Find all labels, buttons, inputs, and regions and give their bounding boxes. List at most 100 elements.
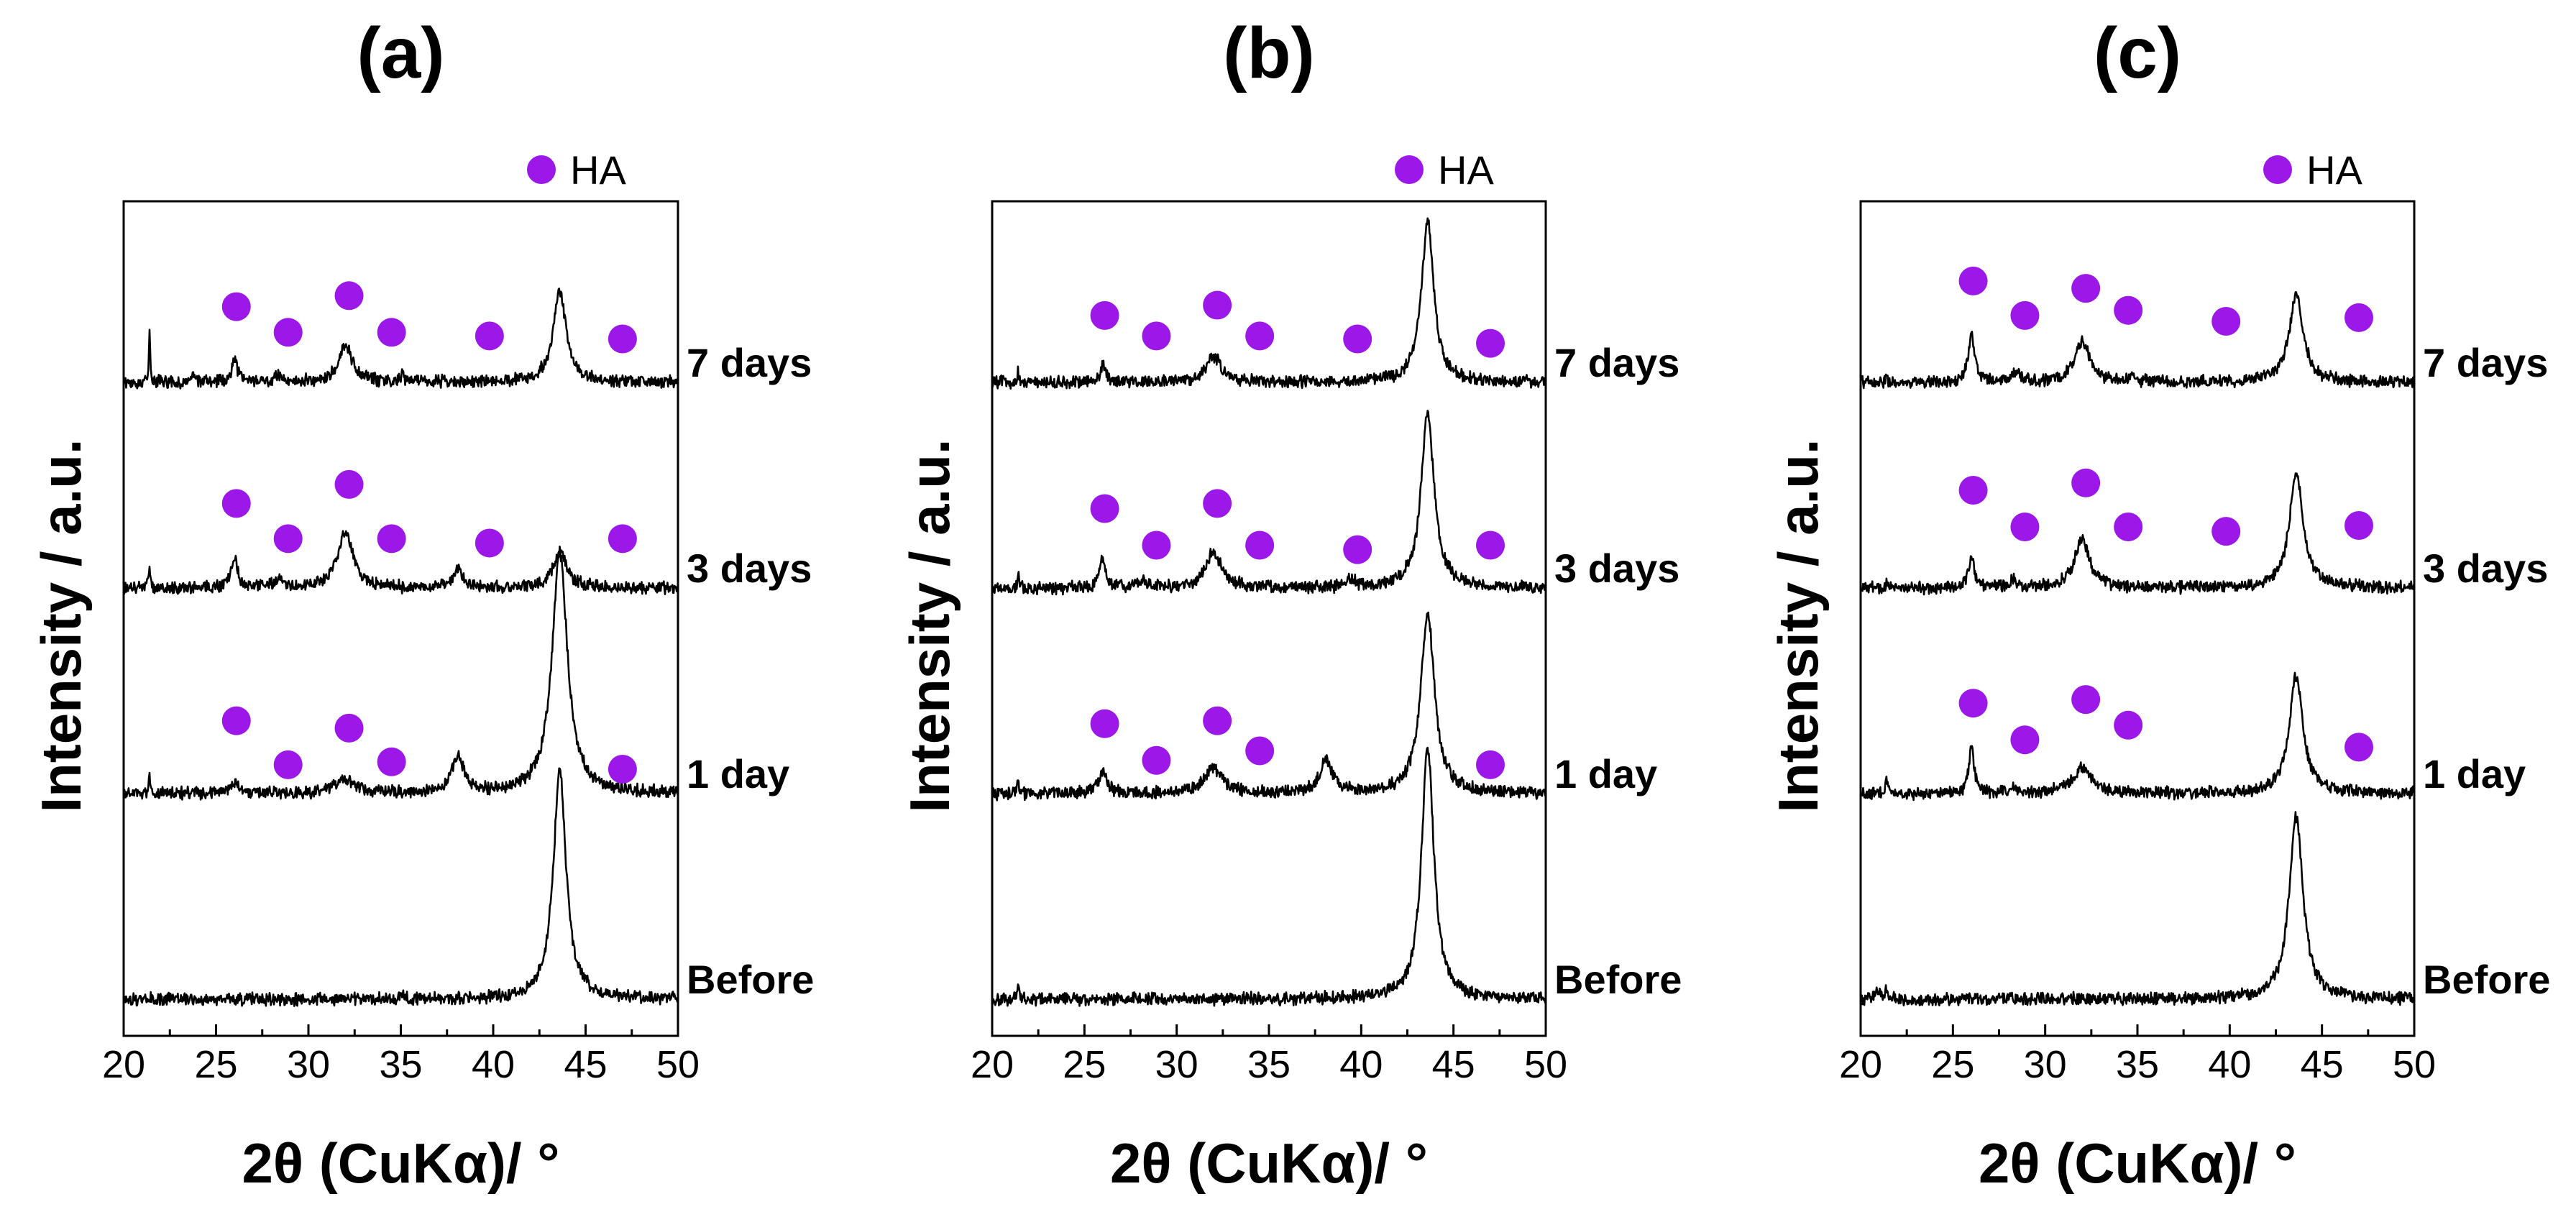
ha-peak-marker [1958, 266, 1988, 295]
x-tick-label: 45 [564, 1043, 607, 1086]
ha-peak-marker [1245, 321, 1275, 351]
legend-label: HA [2306, 147, 2362, 193]
ha-peak-marker [334, 281, 364, 311]
ha-peak-marker [221, 706, 251, 735]
ha-peak-marker [1090, 709, 1119, 738]
series-label: 3 days [2423, 546, 2548, 591]
ha-peak-marker [1245, 736, 1275, 766]
ha-peak-marker [1476, 750, 1505, 779]
ha-peak-marker [1958, 476, 1988, 505]
panel-3: (c) 20 25 30 35 40 45 50 2θ (CuKα)/ ° Intensity /… [1766, 13, 2550, 1195]
series-label: 1 day [2423, 751, 2526, 796]
ha-peak-marker [475, 528, 504, 558]
xrd-trace [1860, 472, 2416, 596]
plot-frame [1859, 200, 2416, 1037]
x-tick-label: 45 [1432, 1043, 1475, 1086]
series-label: 3 days [687, 546, 812, 591]
series-label: 7 days [1554, 340, 1679, 385]
ha-peak-marker [377, 524, 406, 554]
ha-peak-marker [2211, 307, 2241, 336]
xrd-trace [1860, 671, 2416, 802]
panel-label: (a) [357, 13, 444, 93]
x-tick-label: 35 [379, 1043, 422, 1086]
ha-peak-marker [334, 713, 364, 743]
x-tick-label: 50 [656, 1043, 700, 1086]
ha-peak-marker [2114, 295, 2143, 325]
y-axis-title: Intensity / a.u. [898, 438, 961, 812]
ha-peak-marker [1203, 489, 1232, 518]
xrd-trace [991, 409, 1547, 596]
ha-peak-marker [2344, 733, 2373, 762]
x-tick-label: 35 [2116, 1043, 2159, 1086]
series-label: Before [687, 957, 814, 1002]
series-label: 3 days [1554, 546, 1679, 591]
xrd-trace [1859, 811, 2416, 1006]
ha-peak-marker [2344, 510, 2373, 540]
ha-peak-marker [2211, 517, 2241, 546]
ha-peak-marker [2071, 274, 2101, 303]
ha-peak-marker [2344, 303, 2373, 332]
ha-peak-marker [273, 318, 303, 347]
x-tick-label: 30 [287, 1043, 330, 1086]
x-tick-label: 50 [2393, 1043, 2436, 1086]
ha-peak-marker [1476, 531, 1505, 560]
x-tick-label: 50 [1524, 1043, 1567, 1086]
y-axis-title: Intensity / a.u. [29, 438, 93, 812]
series-label: Before [2423, 957, 2550, 1002]
ha-peak-marker [2010, 300, 2040, 330]
ha-peak-marker [1203, 706, 1232, 735]
legend-marker-icon [2263, 155, 2292, 184]
xrd-trace [1859, 291, 2416, 390]
ha-peak-marker [2071, 468, 2101, 497]
ha-peak-marker [608, 755, 637, 784]
ha-peak-marker [1343, 324, 1372, 354]
panel-1: (a) 20 25 30 35 40 45 50 2θ (CuKα)/ ° Intensity /… [29, 13, 814, 1195]
ha-peak-marker [608, 324, 637, 354]
series-label: 7 days [2423, 340, 2548, 385]
xrd-trace [122, 530, 679, 596]
ha-peak-marker [2114, 513, 2143, 541]
xrd-trace [122, 288, 679, 390]
x-tick-label: 25 [1063, 1043, 1106, 1086]
ha-peak-marker [1142, 745, 1171, 775]
xrd-trace [122, 545, 679, 801]
x-tick-label: 30 [2024, 1043, 2067, 1086]
ha-peak-marker [1090, 494, 1119, 523]
series-label: 1 day [687, 751, 789, 796]
x-tick-label: 40 [1339, 1043, 1383, 1086]
x-tick-label: 20 [102, 1043, 145, 1086]
legend-marker-icon [1395, 155, 1424, 184]
ha-peak-marker [1958, 689, 1988, 718]
x-tick-label: 20 [1839, 1043, 1882, 1086]
x-tick-label: 25 [1931, 1043, 1974, 1086]
xrd-trace [991, 747, 1547, 1007]
x-tick-label: 30 [1155, 1043, 1198, 1086]
legend-label: HA [1438, 147, 1494, 193]
x-tick-label: 25 [194, 1043, 237, 1086]
ha-peak-marker [1142, 531, 1171, 560]
x-tick-label: 20 [971, 1043, 1014, 1086]
x-tick-label: 40 [2208, 1043, 2251, 1086]
ha-peak-marker [2071, 685, 2101, 715]
ha-peak-marker [221, 292, 251, 321]
ha-peak-marker [2010, 513, 2040, 541]
series-label: Before [1554, 957, 1682, 1002]
panel-label: (c) [2094, 13, 2181, 93]
ha-peak-marker [1476, 329, 1505, 358]
legend-marker-icon [527, 155, 556, 184]
x-tick-label: 35 [1247, 1043, 1291, 1086]
ha-peak-marker [1203, 290, 1232, 320]
ha-peak-marker [475, 321, 504, 351]
ha-peak-marker [1245, 531, 1275, 560]
x-tick-label: 40 [472, 1043, 515, 1086]
ha-peak-marker [273, 750, 303, 779]
ha-peak-marker [1090, 300, 1119, 330]
ha-peak-marker [1343, 535, 1372, 564]
y-axis-title: Intensity / a.u. [1766, 438, 1830, 812]
ha-peak-marker [1142, 321, 1171, 351]
ha-peak-marker [273, 524, 303, 554]
xrd-trace [122, 767, 679, 1007]
ha-peak-marker [2114, 710, 2143, 740]
panel-label: (b) [1223, 13, 1315, 93]
ha-peak-marker [221, 489, 251, 518]
